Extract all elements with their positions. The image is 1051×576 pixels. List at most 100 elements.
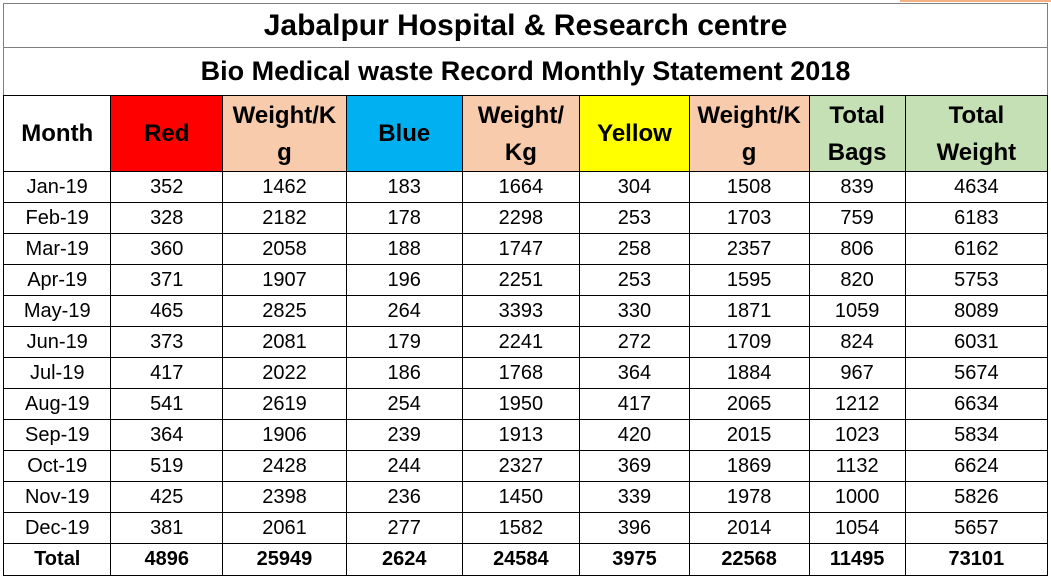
total-red-weight[interactable]: 25949 [222, 543, 347, 576]
cell-blue-weight[interactable]: 2241 [461, 326, 581, 358]
cell-red[interactable]: 352 [110, 171, 224, 203]
cell-blue-weight[interactable]: 2298 [461, 202, 581, 234]
cell-total-weight[interactable]: 5826 [904, 481, 1049, 513]
cell-total-weight[interactable]: 6183 [904, 202, 1049, 234]
cell-yellow-weight[interactable]: 2065 [688, 388, 810, 420]
cell-total-bags[interactable]: 839 [808, 171, 906, 203]
cell-yellow[interactable]: 417 [579, 388, 690, 420]
header-blue-weight[interactable]: Weight/ Kg [461, 95, 581, 172]
cell-red[interactable]: 371 [110, 264, 224, 296]
cell-month[interactable]: Mar-19 [2, 233, 112, 265]
cell-yellow[interactable]: 258 [579, 233, 690, 265]
cell-blue-weight[interactable]: 1450 [461, 481, 581, 513]
cell-yellow-weight[interactable]: 1978 [688, 481, 810, 513]
cell-yellow[interactable]: 420 [579, 419, 690, 451]
cell-month[interactable]: Jan-19 [2, 171, 112, 203]
cell-yellow[interactable]: 304 [579, 171, 690, 203]
total-yellow-weight[interactable]: 22568 [688, 543, 810, 576]
cell-total-weight[interactable]: 6634 [904, 388, 1049, 420]
cell-blue-weight[interactable]: 1664 [461, 171, 581, 203]
cell-month[interactable]: Apr-19 [2, 264, 112, 296]
cell-total-bags[interactable]: 1059 [808, 295, 906, 327]
cell-total-bags[interactable]: 806 [808, 233, 906, 265]
total-red[interactable]: 4896 [110, 543, 224, 576]
cell-red-weight[interactable]: 2061 [222, 512, 347, 544]
cell-yellow[interactable]: 253 [579, 264, 690, 296]
cell-total-bags[interactable]: 820 [808, 264, 906, 296]
header-month[interactable]: Month [2, 95, 112, 172]
cell-red-weight[interactable]: 2182 [222, 202, 347, 234]
cell-yellow-weight[interactable]: 1709 [688, 326, 810, 358]
cell-blue[interactable]: 188 [345, 233, 463, 265]
cell-yellow[interactable]: 364 [579, 357, 690, 389]
header-red[interactable]: Red [110, 95, 224, 172]
total-blue-weight[interactable]: 24584 [461, 543, 581, 576]
cell-yellow-weight[interactable]: 1869 [688, 450, 810, 482]
cell-total-weight[interactable]: 8089 [904, 295, 1049, 327]
cell-total-weight[interactable]: 5834 [904, 419, 1049, 451]
cell-red[interactable]: 381 [110, 512, 224, 544]
cell-total-bags[interactable]: 1132 [808, 450, 906, 482]
cell-red-weight[interactable]: 1462 [222, 171, 347, 203]
cell-blue[interactable]: 179 [345, 326, 463, 358]
cell-red-weight[interactable]: 2398 [222, 481, 347, 513]
cell-blue[interactable]: 264 [345, 295, 463, 327]
cell-yellow-weight[interactable]: 2357 [688, 233, 810, 265]
cell-yellow-weight[interactable]: 1871 [688, 295, 810, 327]
cell-red-weight[interactable]: 1906 [222, 419, 347, 451]
header-blue[interactable]: Blue [345, 95, 463, 172]
cell-yellow-weight[interactable]: 1884 [688, 357, 810, 389]
cell-yellow-weight[interactable]: 2015 [688, 419, 810, 451]
cell-blue[interactable]: 186 [345, 357, 463, 389]
cell-month[interactable]: Sep-19 [2, 419, 112, 451]
cell-red[interactable]: 417 [110, 357, 224, 389]
cell-red[interactable]: 373 [110, 326, 224, 358]
cell-yellow-weight[interactable]: 1703 [688, 202, 810, 234]
cell-yellow-weight[interactable]: 1595 [688, 264, 810, 296]
cell-blue[interactable]: 254 [345, 388, 463, 420]
cell-yellow[interactable]: 339 [579, 481, 690, 513]
cell-yellow[interactable]: 330 [579, 295, 690, 327]
cell-red[interactable]: 328 [110, 202, 224, 234]
cell-red[interactable]: 541 [110, 388, 224, 420]
cell-month[interactable]: May-19 [2, 295, 112, 327]
cell-total-bags[interactable]: 759 [808, 202, 906, 234]
total-bags[interactable]: 11495 [808, 543, 906, 576]
cell-total-bags[interactable]: 824 [808, 326, 906, 358]
cell-red[interactable]: 519 [110, 450, 224, 482]
cell-red[interactable]: 360 [110, 233, 224, 265]
header-yellow[interactable]: Yellow [579, 95, 690, 172]
cell-total-weight[interactable]: 6162 [904, 233, 1049, 265]
cell-total-bags[interactable]: 1054 [808, 512, 906, 544]
cell-blue-weight[interactable]: 3393 [461, 295, 581, 327]
cell-red-weight[interactable]: 2022 [222, 357, 347, 389]
cell-yellow-weight[interactable]: 1508 [688, 171, 810, 203]
cell-total-bags[interactable]: 1023 [808, 419, 906, 451]
cell-total-bags[interactable]: 1000 [808, 481, 906, 513]
cell-month[interactable]: Oct-19 [2, 450, 112, 482]
cell-blue-weight[interactable]: 1768 [461, 357, 581, 389]
cell-blue[interactable]: 196 [345, 264, 463, 296]
cell-total-bags[interactable]: 1212 [808, 388, 906, 420]
cell-blue-weight[interactable]: 1950 [461, 388, 581, 420]
cell-total-weight[interactable]: 5753 [904, 264, 1049, 296]
cell-red-weight[interactable]: 2428 [222, 450, 347, 482]
cell-month[interactable]: Jun-19 [2, 326, 112, 358]
cell-yellow[interactable]: 369 [579, 450, 690, 482]
cell-total-weight[interactable]: 5674 [904, 357, 1049, 389]
cell-month[interactable]: Aug-19 [2, 388, 112, 420]
cell-blue[interactable]: 183 [345, 171, 463, 203]
total-label[interactable]: Total [2, 543, 112, 576]
cell-blue-weight[interactable]: 1913 [461, 419, 581, 451]
cell-month[interactable]: Feb-19 [2, 202, 112, 234]
total-weight[interactable]: 73101 [904, 543, 1049, 576]
cell-yellow-weight[interactable]: 2014 [688, 512, 810, 544]
cell-red[interactable]: 425 [110, 481, 224, 513]
header-red-weight[interactable]: Weight/K g [222, 95, 347, 172]
cell-blue-weight[interactable]: 1582 [461, 512, 581, 544]
total-yellow[interactable]: 3975 [579, 543, 690, 576]
cell-red-weight[interactable]: 2619 [222, 388, 347, 420]
header-total-weight[interactable]: Total Weight [904, 95, 1049, 172]
cell-month[interactable]: Dec-19 [2, 512, 112, 544]
cell-blue-weight[interactable]: 2327 [461, 450, 581, 482]
